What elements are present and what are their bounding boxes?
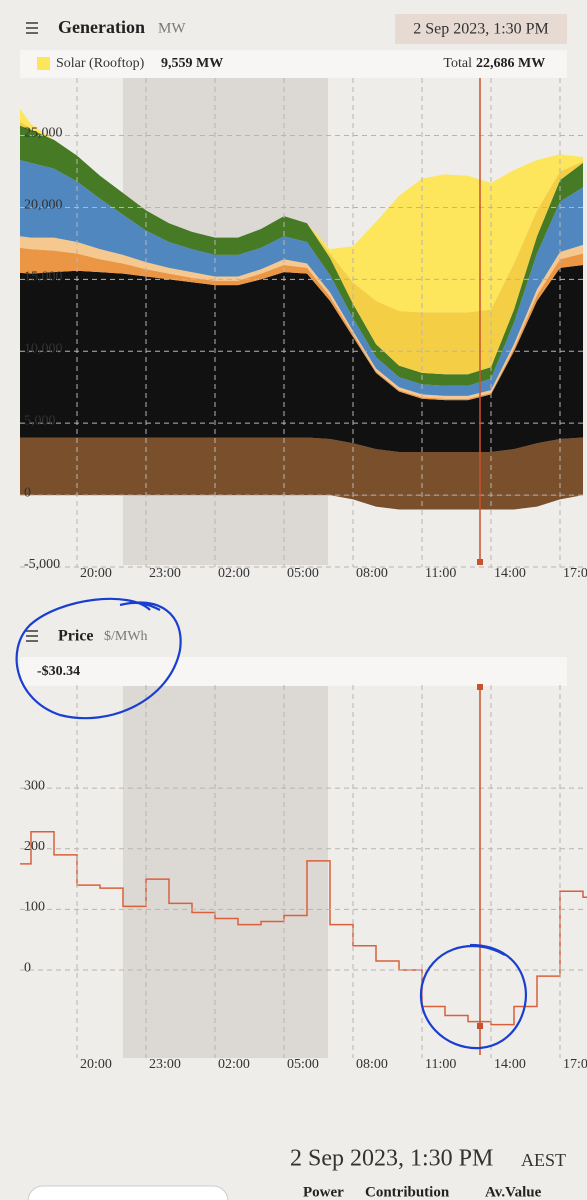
night-shade — [123, 685, 328, 1058]
y-tick-label: 25,000 — [24, 126, 63, 141]
plot-area — [20, 108, 583, 510]
x-tick-label: 23:00 — [149, 1057, 181, 1072]
annotation-circle — [15, 597, 182, 720]
legend-name: Solar (Rooftop) — [56, 56, 145, 71]
menu-icon[interactable] — [26, 630, 38, 642]
footer-zone: AEST — [521, 1150, 566, 1170]
total-label: Total — [443, 56, 472, 71]
column-header: Power — [303, 1184, 344, 1200]
x-tick-label: 23:00 — [149, 566, 181, 581]
plot-area — [20, 831, 587, 1026]
x-tick-label: 20:00 — [80, 566, 112, 581]
area-series — [20, 160, 583, 396]
price-readout-bar — [20, 657, 567, 686]
legend-value: 9,559 MW — [161, 56, 223, 71]
area-series — [20, 108, 583, 313]
y-tick-label: 300 — [24, 778, 45, 793]
x-tick-label: 20:00 — [80, 1057, 112, 1072]
price-unit: $/MWh — [104, 629, 148, 644]
date-box[interactable] — [395, 14, 567, 44]
total-value: 22,686 MW — [476, 56, 545, 71]
area-series — [20, 236, 583, 399]
x-tick-label: 14:00 — [494, 1057, 526, 1072]
y-tick-label: 0 — [24, 485, 31, 500]
cursor-handle — [477, 1023, 483, 1029]
y-tick-label: 15,000 — [24, 270, 63, 285]
cursor-handle — [477, 559, 483, 565]
menu-icon[interactable] — [26, 22, 38, 34]
annotation-circle — [419, 943, 527, 1050]
title: Generation — [58, 17, 145, 37]
y-tick-label: 0 — [24, 960, 31, 975]
x-tick-label: 11:00 — [425, 1057, 456, 1072]
column-header: Contribution — [365, 1184, 450, 1200]
column-header: Av.Value — [485, 1184, 542, 1200]
price-line — [20, 831, 587, 1026]
x-tick-label: 05:00 — [287, 566, 319, 581]
x-tick-label: 14:00 — [494, 566, 526, 581]
x-tick-label: 05:00 — [287, 1057, 319, 1072]
x-tick-label: 02:00 — [218, 1057, 250, 1072]
cursor-handle — [477, 684, 483, 690]
area-series — [20, 437, 583, 496]
y-tick-label: 100 — [24, 900, 45, 915]
area-series — [20, 495, 583, 510]
price-readout: -$30.34 — [37, 664, 80, 679]
y-tick-label: 20,000 — [24, 198, 63, 213]
x-tick-label: 17:00 — [563, 566, 587, 581]
area-series — [20, 247, 583, 401]
footer-date: 2 Sep 2023, 1:30 PM — [290, 1146, 493, 1172]
readout-bar — [20, 50, 567, 78]
selector-pill[interactable] — [27, 1185, 229, 1200]
area-series — [20, 264, 583, 452]
x-tick-label: 08:00 — [356, 566, 388, 581]
x-tick-label: 11:00 — [425, 566, 456, 581]
plots: 20:00 23:00 02:00 05:00 08:00 11:00 14:00 17:00… — [20, 78, 587, 1072]
date: 2 Sep 2023, 1:30 PM — [413, 21, 549, 38]
y-tick-label: -5,000 — [24, 557, 60, 572]
x-tick-label: 02:00 — [218, 566, 250, 581]
x-tick-label: 08:00 — [356, 1057, 388, 1072]
price-title: Price — [58, 628, 94, 645]
legend-swatch — [37, 57, 50, 70]
x-tick-label: 17:00 — [563, 1057, 587, 1072]
y-tick-label: 10,000 — [24, 341, 63, 356]
y-tick-label: 5,000 — [24, 413, 56, 428]
unit: MW — [158, 20, 186, 36]
y-tick-label: 200 — [24, 839, 45, 854]
